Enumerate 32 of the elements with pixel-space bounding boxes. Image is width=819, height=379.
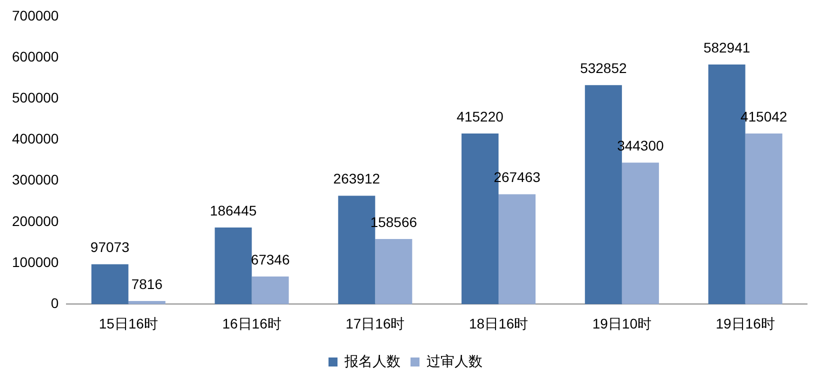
y-tick-label: 700000 <box>12 7 59 24</box>
bar <box>91 264 128 304</box>
bar <box>214 228 252 304</box>
y-tick-label: 400000 <box>12 130 59 147</box>
x-tick-label: 16日16时 <box>222 315 282 332</box>
y-tick-label: 200000 <box>12 212 59 229</box>
data-label: 263912 <box>333 170 380 187</box>
x-tick-label: 18日16时 <box>468 315 528 332</box>
x-tick-label: 15日16时 <box>98 315 158 332</box>
y-tick-label: 300000 <box>12 172 59 188</box>
bar <box>498 194 536 304</box>
y-tick-label: 100000 <box>12 254 59 270</box>
data-label: 532852 <box>580 60 627 76</box>
data-label: 7816 <box>131 276 163 292</box>
bar <box>375 239 412 304</box>
bar <box>252 276 289 304</box>
legend-label: 报名人数 <box>344 352 400 369</box>
bar <box>745 134 782 304</box>
y-tick-label: 600000 <box>12 48 59 64</box>
x-tick-label: 17日16时 <box>346 315 405 332</box>
legend-label: 过审人数 <box>426 352 482 369</box>
data-label: 97073 <box>90 239 130 256</box>
x-tick-label: 19日10时 <box>592 315 652 332</box>
bar <box>622 162 659 304</box>
data-label: 186445 <box>210 202 257 218</box>
data-label: 415220 <box>456 108 504 124</box>
data-label: 582941 <box>703 39 750 56</box>
data-label: 67346 <box>250 251 290 268</box>
bar <box>128 300 166 304</box>
y-tick-label: 500000 <box>12 89 59 106</box>
x-tick-label: 19日16时 <box>716 315 775 332</box>
y-tick-label: 0 <box>50 295 59 312</box>
